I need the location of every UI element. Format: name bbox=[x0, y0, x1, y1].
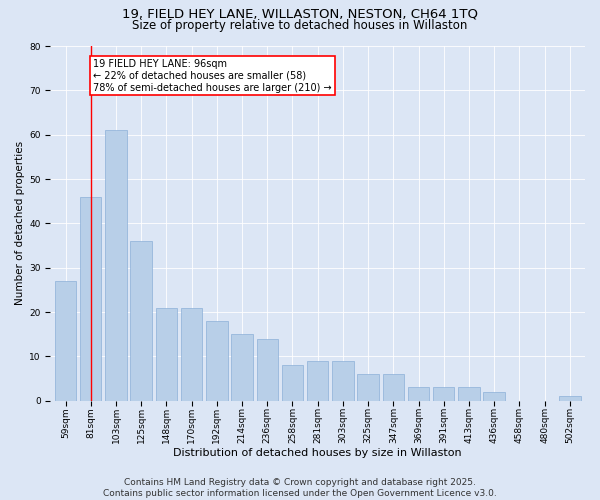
Bar bbox=[358, 374, 379, 400]
X-axis label: Distribution of detached houses by size in Willaston: Distribution of detached houses by size … bbox=[173, 448, 462, 458]
Bar bbox=[433, 388, 454, 400]
Bar bbox=[458, 388, 480, 400]
Bar bbox=[130, 241, 152, 400]
Bar bbox=[484, 392, 505, 400]
Y-axis label: Number of detached properties: Number of detached properties bbox=[15, 142, 25, 306]
Bar bbox=[181, 308, 202, 400]
Text: Size of property relative to detached houses in Willaston: Size of property relative to detached ho… bbox=[133, 19, 467, 32]
Bar bbox=[282, 365, 303, 400]
Bar bbox=[307, 361, 328, 401]
Bar bbox=[105, 130, 127, 400]
Text: Contains HM Land Registry data © Crown copyright and database right 2025.
Contai: Contains HM Land Registry data © Crown c… bbox=[103, 478, 497, 498]
Bar bbox=[383, 374, 404, 400]
Bar bbox=[559, 396, 581, 400]
Bar bbox=[408, 388, 429, 400]
Bar bbox=[257, 338, 278, 400]
Text: 19, FIELD HEY LANE, WILLASTON, NESTON, CH64 1TQ: 19, FIELD HEY LANE, WILLASTON, NESTON, C… bbox=[122, 8, 478, 20]
Bar bbox=[80, 197, 101, 400]
Bar bbox=[206, 321, 227, 400]
Bar bbox=[332, 361, 353, 401]
Bar bbox=[155, 308, 177, 400]
Text: 19 FIELD HEY LANE: 96sqm
← 22% of detached houses are smaller (58)
78% of semi-d: 19 FIELD HEY LANE: 96sqm ← 22% of detach… bbox=[93, 60, 332, 92]
Bar bbox=[232, 334, 253, 400]
Bar bbox=[55, 281, 76, 400]
